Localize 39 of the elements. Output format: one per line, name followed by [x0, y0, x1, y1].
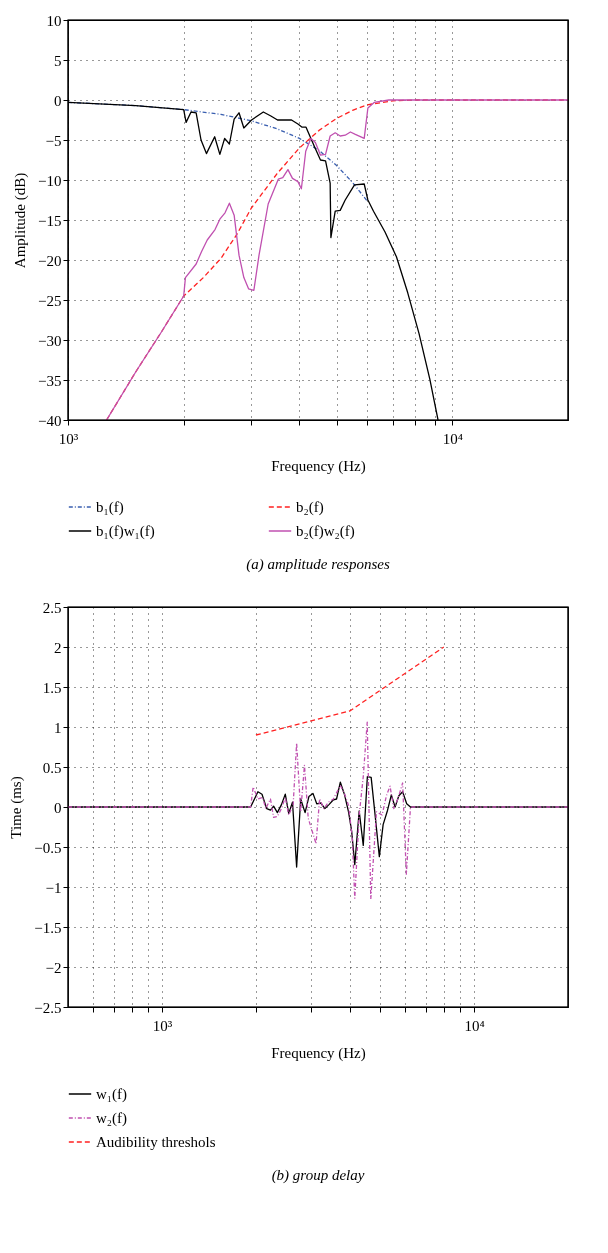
x-tick-label: 10⁴: [464, 1017, 485, 1034]
legend-label: b₂(f)w₂(f): [296, 523, 355, 540]
y-tick-label: 5: [54, 52, 62, 69]
x-tick-label: 10⁴: [442, 430, 463, 447]
y-tick-label: −2: [45, 959, 62, 976]
y-axis-title: Amplitude (dB): [12, 172, 30, 269]
legend-label: b₁(f): [96, 499, 124, 516]
text: (a) amplitude responses: [246, 556, 390, 573]
y-tick-label: 0: [54, 92, 62, 109]
y-tick-label: −25: [38, 292, 62, 309]
x-axis-title: Frequency (Hz): [271, 1044, 366, 1062]
text: (b) group delay: [271, 1167, 365, 1184]
x-tick-label: 10³: [58, 430, 79, 447]
legend-label: w₂(f): [96, 1110, 128, 1127]
x-axis-title: Frequency (Hz): [271, 457, 366, 475]
y-tick-label: −40: [38, 412, 62, 429]
y-tick-label: −1.5: [34, 919, 62, 936]
y-tick-label: −10: [38, 172, 62, 189]
legend-label: w₁(f): [96, 1086, 128, 1103]
y-axis-title: Time (ms): [8, 776, 26, 839]
y-tick-label: −30: [38, 332, 62, 349]
y-tick-label: 10: [46, 12, 62, 29]
y-tick-label: −35: [38, 372, 62, 389]
legend-label: b₁(f)w₁(f): [96, 523, 155, 540]
y-tick-label: −0.5: [34, 839, 62, 856]
y-tick-label: −20: [38, 252, 62, 269]
y-tick-label: 1: [54, 719, 62, 736]
y-tick-label: 0.5: [42, 759, 62, 776]
y-tick-label: 2: [54, 639, 62, 656]
legend-label: Audibility threshols: [96, 1134, 216, 1150]
x-tick-label: 10³: [152, 1017, 173, 1034]
y-tick-label: −15: [38, 212, 62, 229]
y-tick-label: −1: [45, 879, 62, 896]
y-tick-label: −5: [45, 132, 62, 149]
y-tick-label: 2.5: [42, 599, 62, 616]
y-tick-label: 0: [54, 799, 62, 816]
y-tick-label: 1.5: [42, 679, 62, 696]
legend-label: b₂(f): [296, 499, 324, 516]
y-tick-label: −2.5: [34, 999, 62, 1016]
